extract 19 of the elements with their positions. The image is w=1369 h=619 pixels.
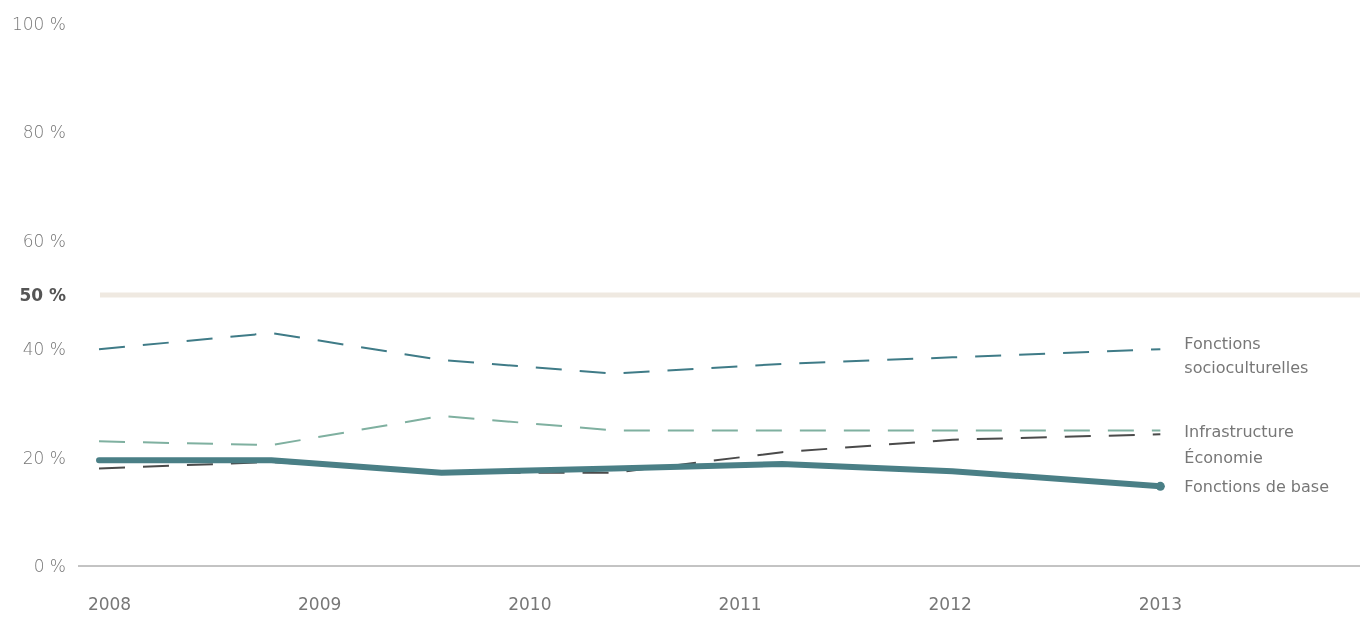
x-tick-label: 2013 [1138,594,1182,614]
line-series [98,414,1162,447]
series-label: Infrastructure [1184,421,1294,441]
x-tick-label: 2010 [508,594,552,614]
x-tick-label: 2011 [718,594,762,614]
x-tick-label: 2008 [87,594,132,614]
y-tick-label: 80 % [22,122,66,143]
series-label: Fonctions socioculturelles [1184,334,1309,378]
series-label: Fonctions de base [1184,477,1329,497]
ref-line-label: 50 % [19,285,66,305]
y-tick-label: 20 % [22,447,66,468]
line-series [98,331,1162,375]
y-tick-label: 60 % [22,230,66,251]
series-label: Économie [1184,447,1263,467]
x-tick-label: 2012 [928,594,972,614]
x-tick-label: 2009 [298,594,342,614]
y-tick-label: 100 % [11,14,66,34]
y-tick-label: 40 % [22,339,66,360]
y-tick-label: 0 % [33,556,66,576]
